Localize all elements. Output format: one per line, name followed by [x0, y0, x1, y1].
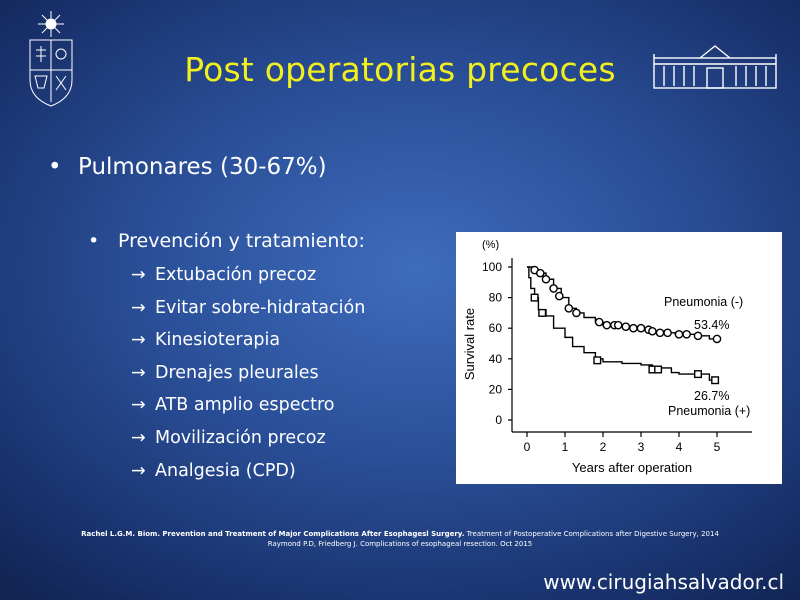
- arrow-right-icon: →: [131, 460, 146, 481]
- y-unit-label: (%): [482, 239, 499, 251]
- x-tick-label: 3: [638, 440, 645, 454]
- y-tick-label: 80: [489, 291, 503, 305]
- list-item-text: Analgesia (CPD): [155, 460, 296, 481]
- list-item-text: ATB amplio espectro: [155, 395, 335, 416]
- university-crest-icon: [29, 11, 73, 107]
- x-tick-label: 4: [676, 440, 683, 454]
- treatment-list: → Extubación precoz → Evitar sobre-hidrata…: [131, 263, 365, 491]
- y-axis-label: Survival rate: [462, 308, 477, 380]
- end-value-pneumonia-positive: 26.7%: [694, 389, 729, 403]
- data-point-pneumonia-negative: [629, 323, 638, 333]
- data-point-pneumonia-negative: [674, 330, 684, 339]
- data-point-pneumonia-negative: [564, 304, 574, 313]
- y-tick-label: 0: [495, 413, 502, 427]
- list-item: → Drenajes pleurales: [131, 361, 365, 394]
- legend-pneumonia-positive: Pneumonia (+): [668, 404, 750, 418]
- data-point-pneumonia-negative: [594, 317, 604, 327]
- list-item: → Kinesioterapia: [131, 328, 365, 361]
- arrow-right-icon: →: [131, 265, 146, 285]
- bullet-dot: •: [88, 230, 100, 252]
- arrow-right-icon: →: [131, 297, 146, 318]
- survival-chart: 0 20 40 60 80 100 0 1 2 3 4 5 (%) Survival rate Yea…: [456, 232, 782, 484]
- hospital-building-icon: [653, 45, 777, 89]
- arrow-right-icon: →: [131, 395, 146, 416]
- x-axis-label: Years after operation: [572, 460, 692, 475]
- list-item-text: Kinesioterapia: [155, 330, 281, 351]
- arrow-right-icon: →: [131, 427, 146, 448]
- reference-bold: Rachel L.G.M. Biom. Prevention and Treat…: [81, 530, 465, 538]
- legend-pneumonia-negative: Pneumonia (-): [664, 295, 743, 309]
- bullet-main-text: Pulmonares (30-67%): [78, 154, 327, 180]
- x-tick-label: 1: [562, 440, 569, 454]
- reference-line-2: Raymond P.D, Friedberg J. Complications …: [267, 540, 533, 548]
- data-point-pneumonia-positive: [654, 365, 663, 374]
- data-point-pneumonia-negative: [541, 274, 551, 284]
- list-item: → Extubación precoz: [131, 263, 365, 296]
- y-tick-label: 40: [489, 352, 503, 366]
- website-url: www.cirugiahsalvador.cl: [543, 570, 784, 594]
- data-point-pneumonia-negative: [648, 326, 657, 336]
- data-point-pneumonia-negative: [549, 284, 558, 293]
- list-item: → ATB amplio espectro: [131, 393, 365, 426]
- list-item: → Analgesia (CPD): [131, 459, 365, 492]
- x-tick-label: 2: [600, 440, 607, 454]
- bullet-pulmonares: • Pulmonares (30-67%): [48, 154, 327, 180]
- data-point-pneumonia-negative: [636, 323, 646, 333]
- data-point-pneumonia-negative: [621, 322, 631, 331]
- x-tick-label: 5: [714, 440, 721, 454]
- data-point-pneumonia-negative: [712, 334, 722, 344]
- x-tick-label: 0: [524, 440, 531, 454]
- y-tick-label: 100: [482, 260, 502, 274]
- data-point-pneumonia-negative: [663, 328, 672, 338]
- data-point-pneumonia-negative: [572, 308, 581, 318]
- bullet-dot: •: [48, 154, 62, 180]
- data-point-pneumonia-positive: [538, 308, 547, 317]
- data-point-pneumonia-negative: [682, 330, 691, 339]
- survival-chart-svg: 0 20 40 60 80 100 0 1 2 3 4 5 (%) Survival rate Yea…: [462, 239, 752, 475]
- list-item: → Movilización precoz: [131, 426, 365, 459]
- list-item-text: Extubación precoz: [155, 265, 317, 285]
- arrow-right-icon: →: [131, 330, 146, 351]
- data-point-pneumonia-negative: [555, 291, 564, 301]
- data-point-pneumonia-negative: [613, 320, 623, 330]
- data-point-pneumonia-negative: [693, 331, 703, 341]
- y-tick-label: 20: [489, 382, 503, 396]
- bullet-prevencion: • Prevención y tratamiento:: [88, 230, 365, 252]
- data-point-pneumonia-positive: [593, 356, 602, 365]
- list-item-text: Movilización precoz: [155, 427, 326, 448]
- list-item-text: Drenajes pleurales: [155, 362, 319, 383]
- data-point-pneumonia-negative: [602, 320, 612, 330]
- data-point-pneumonia-negative: [536, 268, 545, 278]
- reference-rest: Treatment of Postoperative Complications…: [464, 530, 719, 538]
- reference-footnote: Rachel L.G.M. Biom. Prevention and Treat…: [0, 529, 800, 549]
- data-point-pneumonia-negative: [655, 328, 665, 338]
- arrow-right-icon: →: [131, 362, 146, 383]
- list-item: → Evitar sobre-hidratación: [131, 296, 365, 329]
- y-tick-label: 60: [489, 321, 503, 335]
- list-item-text: Evitar sobre-hidratación: [155, 297, 366, 318]
- reference-line-1: Rachel L.G.M. Biom. Prevention and Treat…: [0, 529, 800, 539]
- data-point-pneumonia-positive: [530, 293, 539, 302]
- slide-title: Post operatorias precoces: [184, 50, 616, 89]
- data-point-pneumonia-positive: [693, 370, 702, 379]
- bullet-sub-text: Prevención y tratamiento:: [118, 230, 365, 252]
- data-point-pneumonia-positive: [711, 376, 720, 385]
- end-value-pneumonia-negative: 53.4%: [694, 318, 729, 332]
